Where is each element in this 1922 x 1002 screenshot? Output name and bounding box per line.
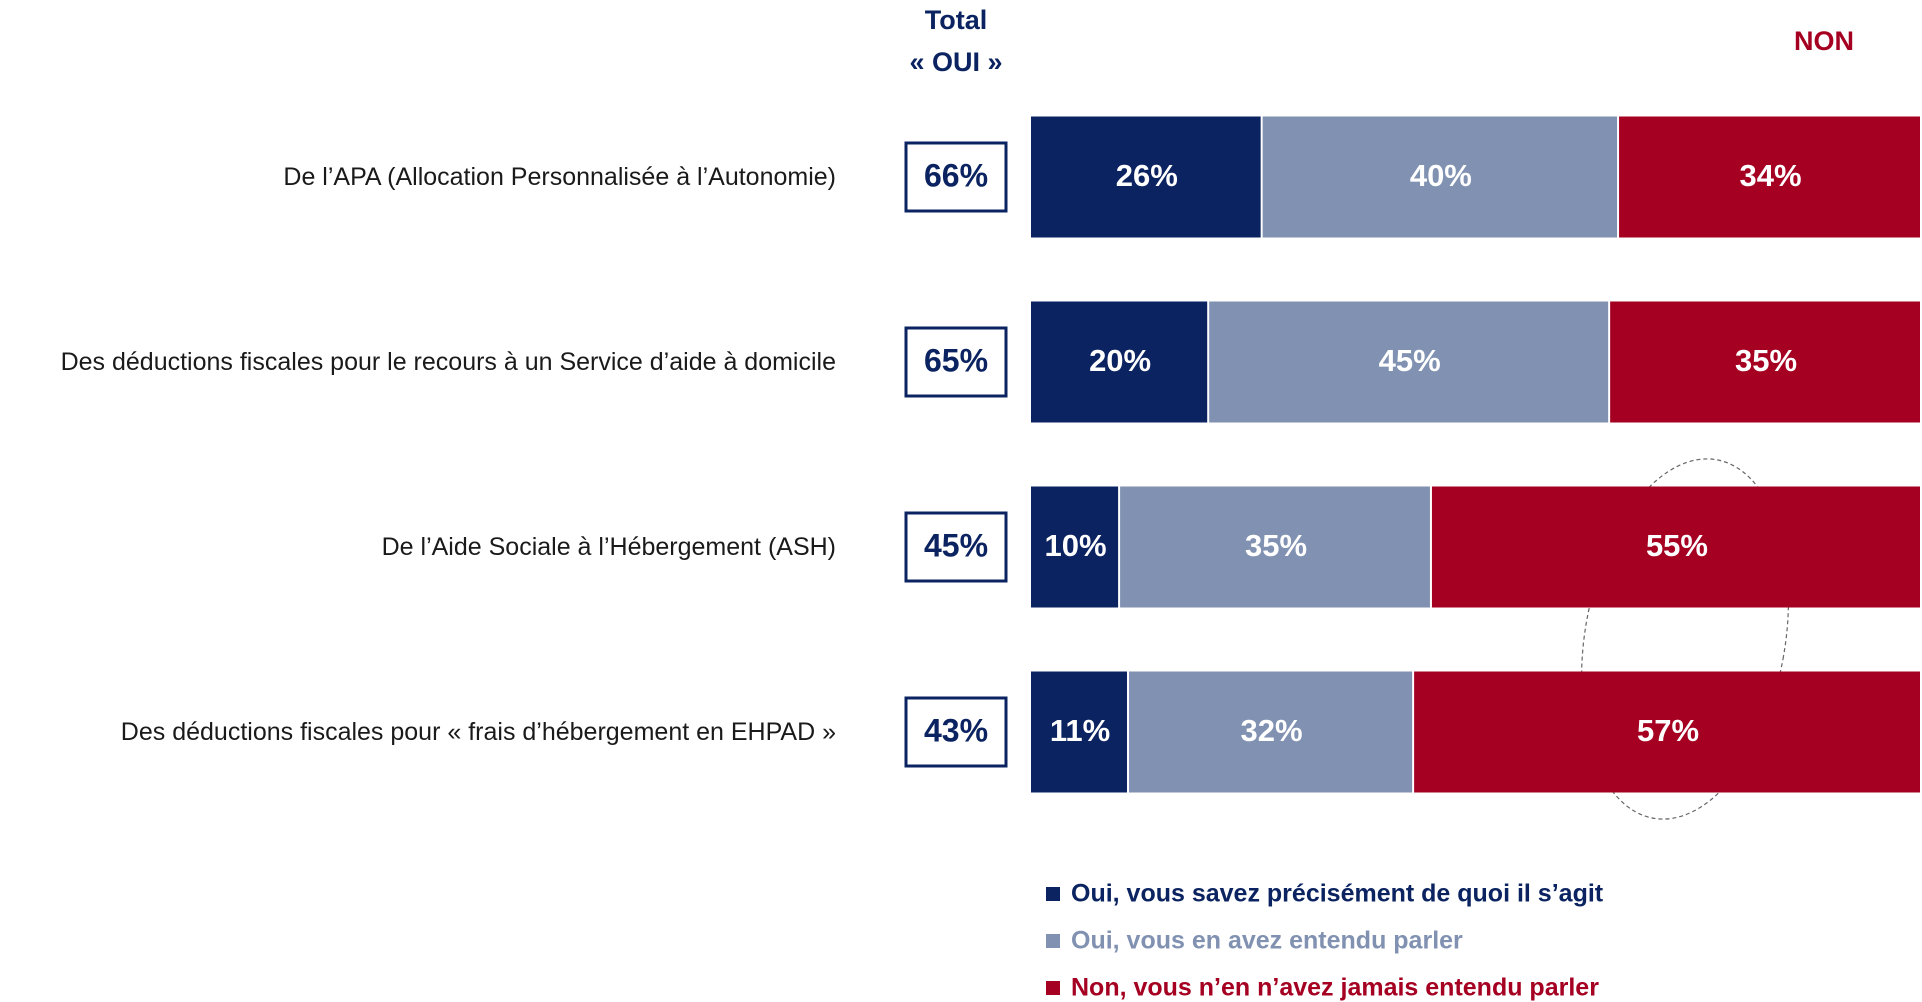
bar-segment (1619, 116, 1920, 238)
bar-segment (1031, 671, 1128, 793)
bar-value-label: 55% (1646, 528, 1708, 563)
total-box (904, 696, 1008, 768)
total-label: 43% (924, 712, 988, 748)
bar-segment (1414, 671, 1920, 793)
bar-value-label: 10% (1045, 528, 1107, 563)
bar-value-label: 34% (1740, 158, 1802, 193)
non-header: NON (1794, 26, 1854, 56)
bar-segment (1031, 301, 1208, 423)
legend-label: Non, vous n’en n’avez jamais entendu par… (1071, 974, 1599, 1002)
bar-value-label: 35% (1245, 528, 1307, 563)
total-label: 66% (924, 157, 988, 193)
bar-value-label: 40% (1410, 158, 1472, 193)
total-label: 45% (924, 527, 988, 563)
bar-segment (1031, 116, 1261, 238)
total-box (904, 511, 1008, 583)
bar-value-label: 11% (1050, 713, 1110, 748)
bar-value-label: 32% (1241, 713, 1303, 748)
category-label: De l’APA (Allocation Personnalisée à l’A… (283, 163, 836, 191)
bar-segment (1431, 486, 1920, 608)
bar-segment (1209, 301, 1609, 423)
total-header: « OUI » (909, 47, 1002, 77)
legend-label: Oui, vous savez précisément de quoi il s… (1071, 880, 1604, 908)
total-box (904, 141, 1008, 213)
bar-segment (1129, 671, 1413, 793)
legend-label: Oui, vous en avez entendu parler (1071, 927, 1463, 955)
bar-value-label: 45% (1379, 343, 1441, 378)
bar-value-label: 26% (1116, 158, 1178, 193)
legend-swatch (1046, 981, 1060, 995)
bar-segment (1262, 116, 1618, 238)
bar-value-label: 20% (1089, 343, 1151, 378)
legend-swatch (1046, 887, 1060, 901)
total-header: Total (925, 5, 988, 35)
category-label: De l’Aide Sociale à l’Hébergement (ASH) (381, 533, 836, 561)
bar-segment (1120, 486, 1430, 608)
bar-value-label: 35% (1735, 343, 1797, 378)
legend-swatch (1046, 934, 1060, 948)
bar-segment (1031, 486, 1119, 608)
category-label: Des déductions fiscales pour « frais d’h… (120, 718, 836, 746)
bar-value-label: 57% (1637, 713, 1699, 748)
bar-segment (1610, 301, 1920, 423)
total-label: 65% (924, 342, 988, 378)
category-label: Des déductions fiscales pour le recours … (60, 348, 836, 376)
highlight-ellipse (1580, 458, 1790, 820)
total-box (904, 326, 1008, 398)
